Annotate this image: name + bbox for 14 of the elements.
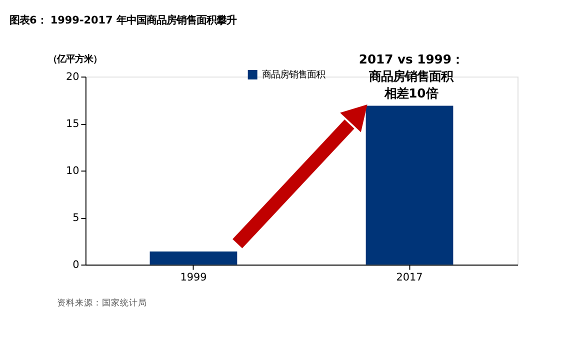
- annotation: 相差10倍: [384, 86, 438, 100]
- y-tick-label: 15: [66, 118, 80, 130]
- text: 2017 vs 1999：: [358, 52, 464, 66]
- y-tick-label: 5: [72, 212, 80, 224]
- y-tick-label: 10: [66, 164, 80, 177]
- x-tick-label: 1999: [180, 271, 207, 284]
- x-tick-label: 2017: [396, 271, 423, 284]
- text: 资料来源：国家统计局: [56, 297, 147, 308]
- y-axis-title: （亿平方米）: [48, 54, 102, 65]
- chart-title: 图表6： 1999-2017 年中国商品房销售面积攀升: [9, 14, 236, 26]
- y-tick-label: 20: [66, 70, 80, 83]
- y-tick-label: 0: [72, 258, 80, 271]
- legend-label: 商品房销售面积: [262, 70, 326, 81]
- annotation: 商品房销售面积: [368, 69, 454, 84]
